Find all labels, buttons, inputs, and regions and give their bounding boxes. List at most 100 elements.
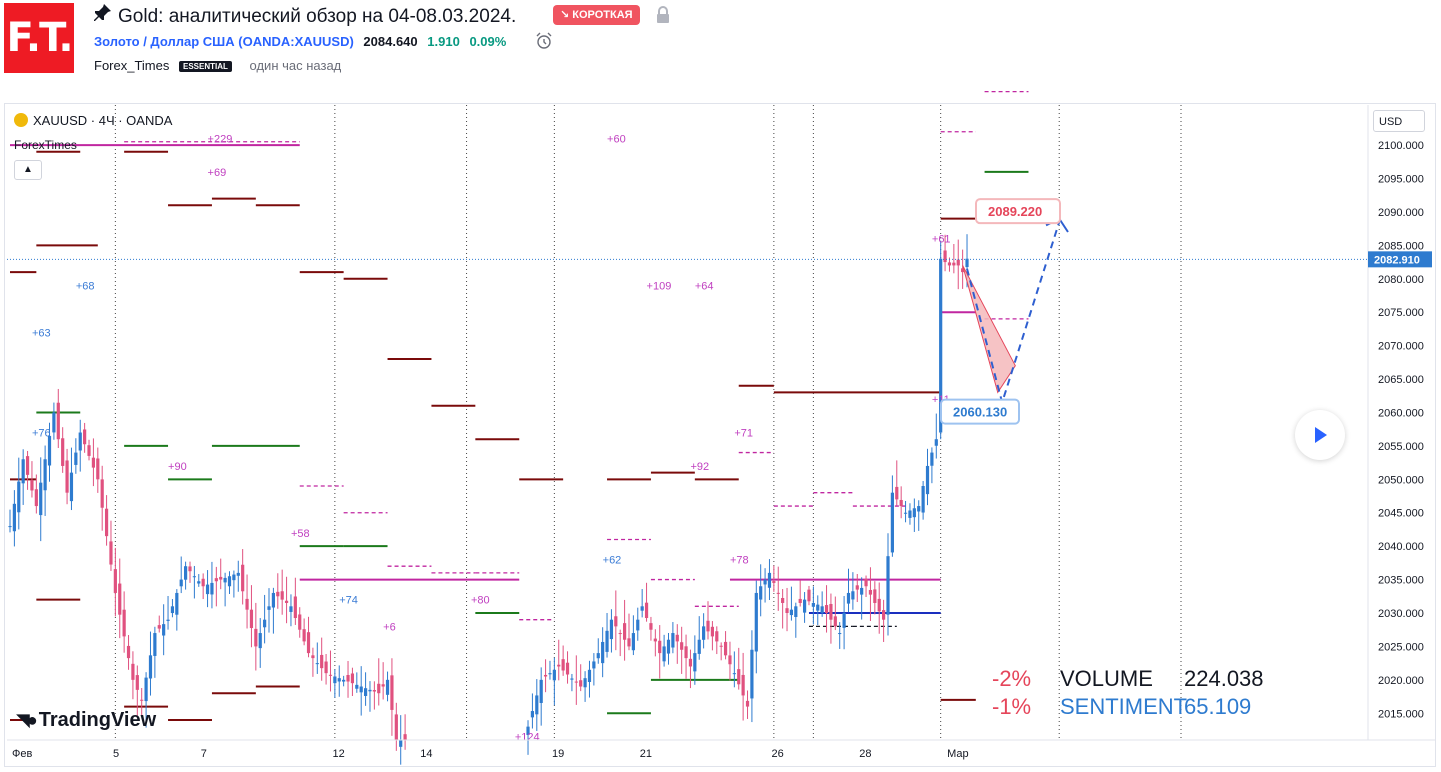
- level-value-label: +64: [695, 280, 714, 292]
- time-tick-label: 21: [640, 748, 652, 760]
- candle-body: [614, 616, 618, 627]
- candle-body: [188, 566, 192, 572]
- candle-body: [811, 602, 815, 607]
- price-tick-label: 2100.000: [1378, 140, 1424, 152]
- candle-body: [864, 578, 868, 587]
- candle-body: [833, 616, 837, 627]
- price-tick-label: 2085.000: [1378, 240, 1424, 252]
- candle-body: [565, 662, 570, 675]
- symbol-change: 1.910: [427, 34, 460, 49]
- candle-body: [12, 503, 16, 532]
- candle-body: [653, 638, 657, 642]
- time-tick-label: 12: [332, 748, 344, 760]
- candle-body: [192, 576, 196, 578]
- candle-body: [205, 584, 210, 595]
- candle-body: [403, 734, 407, 740]
- price-tick-label: 2075.000: [1378, 307, 1424, 319]
- candle-body: [609, 619, 614, 640]
- level-value-label: +62: [603, 555, 622, 567]
- author-link[interactable]: Forex_Times: [94, 58, 170, 73]
- candle-body: [877, 598, 881, 612]
- candle-body: [162, 624, 166, 636]
- candle-body: [583, 678, 587, 688]
- candle-body: [587, 669, 592, 683]
- tradingview-mark-icon: ◥●: [16, 710, 38, 730]
- symbol-change-pct: 0.09%: [469, 34, 507, 49]
- price-annotation-text: 2060.130: [953, 405, 1007, 420]
- candle-body: [43, 459, 47, 491]
- price-tick-label: 2060.000: [1378, 407, 1424, 419]
- alarm-icon[interactable]: [535, 32, 553, 55]
- candle-body: [820, 606, 824, 613]
- candle-body: [359, 686, 363, 693]
- forex-times-logo[interactable]: F.T.: [4, 3, 74, 73]
- last-price-tag: [1368, 251, 1432, 268]
- candle-body: [816, 604, 820, 611]
- price-tick-label: 2020.000: [1378, 675, 1424, 687]
- stats-value: 65.109: [1184, 694, 1252, 719]
- candle-body: [30, 480, 34, 491]
- candle-body: [122, 609, 126, 637]
- chart-frame: [4, 103, 1436, 767]
- candle-body: [890, 492, 894, 553]
- stats-label: VOLUME: [1060, 666, 1153, 691]
- published-time: один час назад: [249, 58, 342, 73]
- price-tick-label: 2030.000: [1378, 608, 1424, 620]
- candle-body: [350, 673, 355, 684]
- symbol-name-link[interactable]: Золото / Доллар США: [94, 34, 235, 49]
- candle-body: [302, 629, 306, 642]
- symbol-code-link[interactable]: (OANDA:XAUUSD): [238, 34, 354, 49]
- currency-button[interactable]: USD: [1373, 110, 1425, 132]
- candle-body: [939, 258, 943, 433]
- candle-body: [214, 578, 218, 582]
- candle-body: [113, 569, 117, 593]
- candle-body: [148, 655, 153, 679]
- candle-body: [574, 681, 578, 683]
- candle-body: [785, 608, 789, 613]
- candle-body: [671, 633, 675, 648]
- candle-body: [280, 591, 284, 600]
- candle-body: [838, 633, 842, 635]
- time-tick-label: 19: [552, 748, 564, 760]
- gold-coin-icon: [14, 113, 28, 127]
- candle-body: [184, 566, 188, 580]
- candle-body: [732, 673, 736, 675]
- price-annotation-box: [940, 398, 1020, 425]
- candle-body: [636, 619, 640, 631]
- candle-body: [895, 486, 899, 500]
- candle-body: [956, 259, 960, 266]
- chevron-up-icon: ▲: [23, 164, 33, 175]
- level-value-label: +124: [515, 732, 540, 744]
- candle-body: [170, 606, 175, 614]
- candle-body: [666, 639, 671, 654]
- candle-body: [363, 688, 368, 696]
- candle-body: [649, 623, 653, 630]
- candle-body: [254, 628, 258, 647]
- candle-body: [794, 606, 798, 618]
- candle-body: [96, 458, 100, 480]
- candle-body: [772, 581, 776, 583]
- candle-body: [17, 481, 21, 513]
- candle-body: [140, 699, 144, 701]
- candle-body: [126, 645, 131, 659]
- stats-label: SENTIMENT: [1060, 694, 1188, 719]
- candle-body: [131, 663, 135, 680]
- candle-body: [210, 582, 214, 595]
- candle-body: [592, 661, 596, 669]
- candle-body: [526, 726, 530, 735]
- last-price-text: 2082.910: [1374, 254, 1420, 266]
- indicator-label[interactable]: ForexTimes: [14, 138, 77, 152]
- candle-body: [109, 541, 113, 565]
- chart-symbol-legend[interactable]: XAUUSD · 4Ч · OANDA: [14, 113, 172, 128]
- candle-body: [245, 598, 249, 610]
- tradingview-logo[interactable]: ◥● TradingView: [16, 709, 156, 732]
- lock-icon: [655, 6, 671, 29]
- stats-pct: -2%: [992, 666, 1032, 691]
- candle-body: [25, 456, 30, 475]
- collapse-legend-button[interactable]: ▲: [14, 160, 42, 180]
- candle-body: [293, 596, 297, 619]
- price-tick-label: 2040.000: [1378, 541, 1424, 553]
- tradingview-wordmark: TradingView: [38, 709, 157, 731]
- play-button[interactable]: [1295, 410, 1345, 460]
